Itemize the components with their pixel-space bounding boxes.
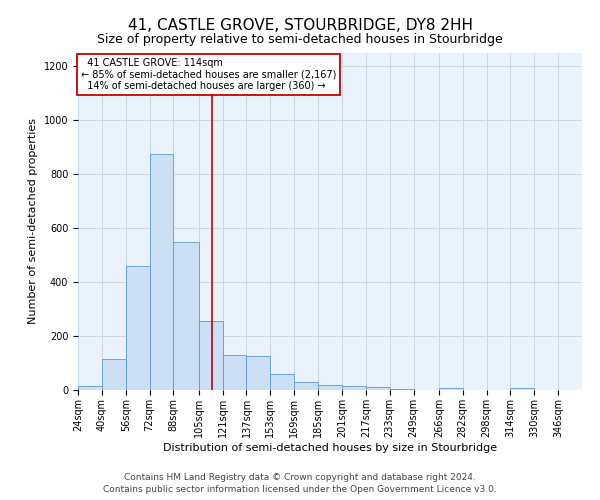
Y-axis label: Number of semi-detached properties: Number of semi-detached properties <box>28 118 38 324</box>
Bar <box>78 386 102 390</box>
Bar <box>149 154 173 390</box>
Text: 41 CASTLE GROVE: 114sqm
← 85% of semi-detached houses are smaller (2,167)
  14% : 41 CASTLE GROVE: 114sqm ← 85% of semi-de… <box>81 58 337 91</box>
Bar <box>342 386 366 390</box>
Bar <box>366 388 389 390</box>
Bar <box>247 356 271 390</box>
Text: Size of property relative to semi-detached houses in Stourbridge: Size of property relative to semi-detach… <box>97 32 503 46</box>
Bar <box>126 266 149 390</box>
Bar <box>318 384 342 390</box>
Bar <box>271 374 294 390</box>
Bar <box>173 242 199 390</box>
X-axis label: Distribution of semi-detached houses by size in Stourbridge: Distribution of semi-detached houses by … <box>163 442 497 452</box>
Bar <box>199 321 223 390</box>
Bar <box>102 359 126 390</box>
Bar <box>439 388 463 390</box>
Bar <box>511 388 534 390</box>
Bar <box>294 382 318 390</box>
Bar <box>223 355 247 390</box>
Text: Contains HM Land Registry data © Crown copyright and database right 2024.
Contai: Contains HM Land Registry data © Crown c… <box>103 472 497 494</box>
Text: 41, CASTLE GROVE, STOURBRIDGE, DY8 2HH: 41, CASTLE GROVE, STOURBRIDGE, DY8 2HH <box>128 18 473 32</box>
Bar <box>389 388 413 390</box>
